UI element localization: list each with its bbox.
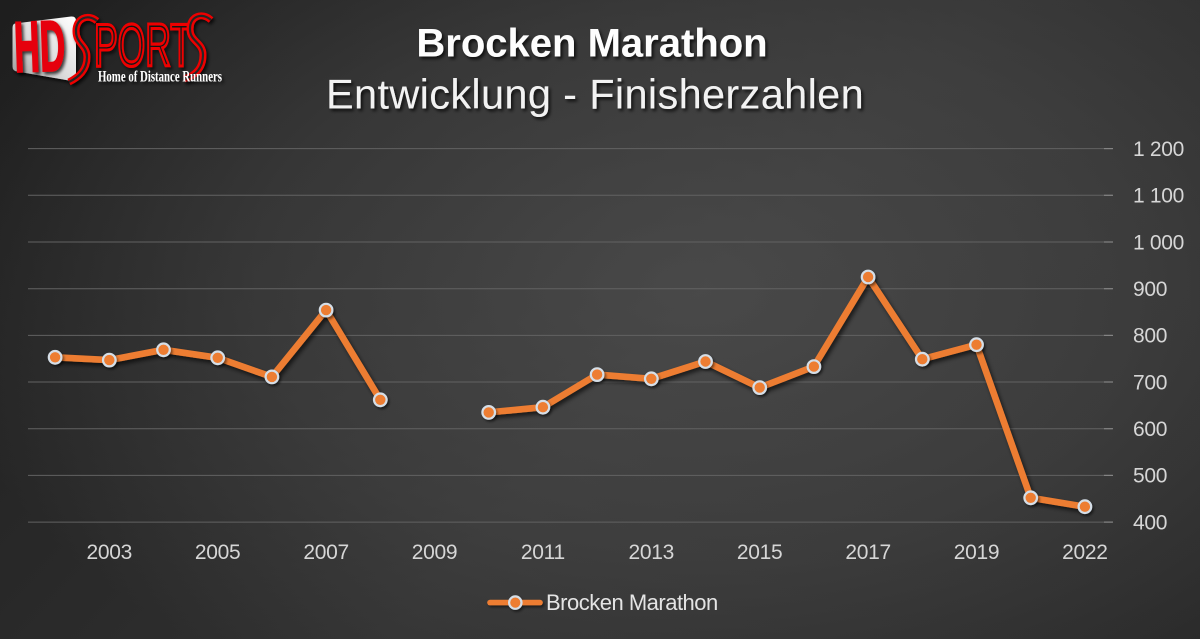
svg-text:2022: 2022 [1062, 541, 1108, 564]
svg-text:2017: 2017 [845, 541, 891, 564]
svg-text:1 000: 1 000 [1133, 231, 1184, 254]
svg-text:Brocken Marathon: Brocken Marathon [546, 590, 718, 615]
svg-text:2005: 2005 [195, 541, 241, 564]
svg-text:1 100: 1 100 [1133, 185, 1184, 208]
svg-text:2011: 2011 [521, 541, 565, 564]
svg-text:2013: 2013 [629, 541, 675, 564]
svg-text:1 200: 1 200 [1133, 138, 1184, 161]
svg-text:2007: 2007 [303, 541, 349, 564]
svg-text:PORT: PORT [94, 12, 192, 79]
svg-text:400: 400 [1133, 511, 1167, 534]
svg-text:Entwicklung - Finisherzahlen: Entwicklung - Finisherzahlen [326, 71, 864, 118]
svg-text:2003: 2003 [87, 541, 133, 564]
svg-text:900: 900 [1133, 278, 1167, 301]
svg-text:2009: 2009 [412, 541, 458, 564]
svg-text:500: 500 [1133, 465, 1167, 488]
svg-text:800: 800 [1133, 325, 1167, 348]
svg-text:600: 600 [1133, 418, 1167, 441]
svg-text:HD: HD [13, 6, 67, 88]
svg-text:Brocken Marathon: Brocken Marathon [416, 22, 767, 66]
svg-text:2019: 2019 [954, 541, 1000, 564]
svg-text:Home of Distance Runners: Home of Distance Runners [98, 69, 222, 86]
svg-text:700: 700 [1133, 371, 1167, 394]
svg-text:2015: 2015 [737, 541, 783, 564]
